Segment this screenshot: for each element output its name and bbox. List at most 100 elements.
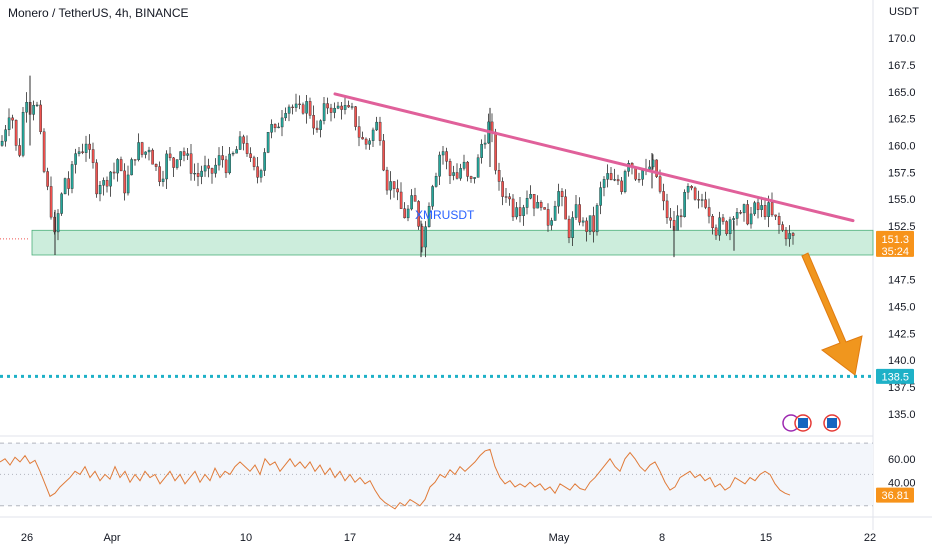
candle xyxy=(39,100,42,135)
candle-body xyxy=(606,173,609,180)
candle-body xyxy=(291,106,294,108)
candle-body xyxy=(308,101,312,116)
candle xyxy=(413,187,417,202)
candle-body xyxy=(711,215,714,229)
candle-body xyxy=(613,179,616,181)
candle xyxy=(403,202,406,219)
candle-body xyxy=(382,140,385,171)
candle-body xyxy=(522,207,525,216)
candle xyxy=(690,185,693,191)
candle-body xyxy=(294,103,298,108)
candle-body xyxy=(32,104,35,115)
candle-body xyxy=(494,131,497,171)
candle xyxy=(242,134,245,151)
candle-body xyxy=(67,178,70,189)
y-tick-label: 157.5 xyxy=(888,167,916,179)
candle xyxy=(742,203,746,222)
candle-body xyxy=(245,143,249,154)
candle-body xyxy=(378,121,382,141)
down-arrow xyxy=(801,252,863,376)
candle xyxy=(662,183,665,211)
candle-body xyxy=(581,220,585,223)
candle xyxy=(585,217,588,242)
support-zone xyxy=(31,229,874,256)
candle xyxy=(448,158,452,184)
candle xyxy=(497,162,501,191)
candle-body xyxy=(130,159,133,176)
rsi-line xyxy=(0,448,791,510)
candle-body xyxy=(511,198,515,218)
candle xyxy=(746,199,749,226)
candle-body xyxy=(728,219,732,235)
candle xyxy=(714,224,718,240)
candle-body xyxy=(483,142,487,145)
candle xyxy=(704,191,707,210)
candle xyxy=(224,155,228,178)
flag-icon-body xyxy=(798,418,808,428)
candle-body xyxy=(403,208,406,219)
candle xyxy=(154,163,158,171)
candle-body xyxy=(235,149,238,154)
candle-body xyxy=(161,178,165,182)
candle xyxy=(637,172,641,183)
candle-body xyxy=(228,153,231,174)
candle-body xyxy=(585,220,588,232)
candle-body xyxy=(574,204,578,218)
candle xyxy=(679,208,683,228)
candle xyxy=(357,116,361,147)
candle xyxy=(371,127,375,148)
candle xyxy=(560,188,564,207)
y-tick-label: 145.0 xyxy=(888,302,916,314)
candle-body xyxy=(147,149,151,153)
series-label: XMRUSDT xyxy=(415,208,475,222)
candle-body xyxy=(119,159,123,172)
candle-body xyxy=(259,170,263,178)
candle xyxy=(77,146,81,157)
candle xyxy=(249,147,252,162)
candle-body xyxy=(725,221,728,235)
candle-body xyxy=(203,165,207,172)
candle-body xyxy=(679,215,683,218)
candle xyxy=(343,95,347,115)
candle-body xyxy=(301,104,305,114)
candle-body xyxy=(746,204,749,225)
candle xyxy=(459,163,462,181)
candle xyxy=(609,166,613,181)
candle xyxy=(333,102,336,119)
candle-body xyxy=(424,226,427,248)
candle xyxy=(445,147,448,170)
candle xyxy=(518,197,522,223)
candle xyxy=(49,176,53,220)
candle xyxy=(623,169,627,194)
candle-body xyxy=(714,227,718,236)
y-tick-label: 165.0 xyxy=(888,87,916,99)
candle xyxy=(25,92,28,123)
candle-body xyxy=(504,196,508,198)
candle-body xyxy=(105,180,109,187)
candle-body xyxy=(669,217,672,221)
candle-body xyxy=(476,157,480,178)
candle xyxy=(487,113,490,144)
candle xyxy=(287,104,291,122)
candle-body xyxy=(322,103,326,121)
candle-body xyxy=(490,121,494,133)
candle-body xyxy=(242,136,245,144)
candle xyxy=(571,211,574,247)
candle xyxy=(417,200,420,230)
candle-body xyxy=(462,161,466,169)
candle xyxy=(151,148,154,165)
candle-body xyxy=(655,159,658,177)
candle-body xyxy=(280,117,284,128)
candle-body xyxy=(63,178,67,195)
candle-body xyxy=(189,153,193,174)
candle-body xyxy=(648,166,651,170)
candle xyxy=(399,182,403,209)
candle-body xyxy=(767,202,770,218)
candle xyxy=(602,176,606,197)
candle xyxy=(735,208,739,226)
candle xyxy=(91,142,95,169)
candle-body xyxy=(168,153,172,159)
candle xyxy=(84,135,88,162)
candle xyxy=(655,159,658,178)
